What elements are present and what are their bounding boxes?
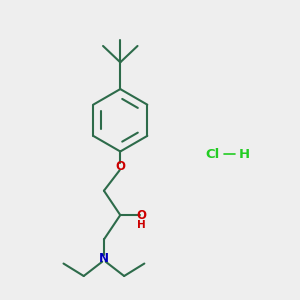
Text: Cl: Cl <box>206 148 220 161</box>
Text: O: O <box>137 208 147 222</box>
Text: O: O <box>115 160 125 173</box>
Text: H: H <box>137 220 146 230</box>
Text: N: N <box>99 252 109 265</box>
Text: H: H <box>238 148 250 161</box>
